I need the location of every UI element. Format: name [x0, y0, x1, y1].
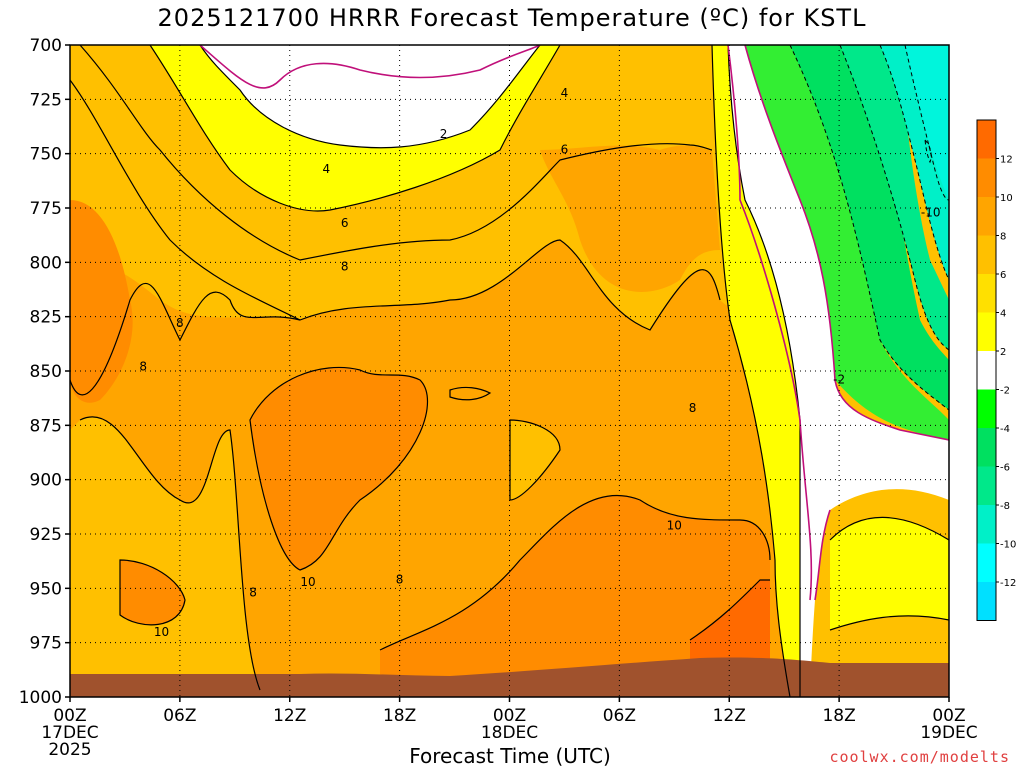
contour-label: 8	[249, 586, 257, 600]
y-tick-label: 925	[30, 525, 62, 545]
y-tick-label: 700	[30, 36, 62, 56]
colorbar-label: 2	[1000, 347, 1006, 358]
colorbar-segment	[977, 582, 996, 621]
colorbar-label: -4	[1000, 424, 1010, 435]
colorbar: 12 10 8 6 4 2 -2 -4 -6 -8 -10 -12	[976, 119, 1016, 621]
contour-label: 10	[154, 625, 169, 639]
contour-lines	[70, 45, 949, 697]
colorbar-label: 12	[1000, 155, 1013, 166]
colorbar-label: 4	[1000, 309, 1006, 320]
colorbar-label: -8	[1000, 501, 1010, 512]
colorbar-label: -6	[1000, 463, 1010, 474]
contour-label: 4	[323, 162, 331, 176]
y-tick-label: 1000	[19, 688, 62, 708]
x-tick-label: 00Z	[493, 706, 526, 726]
contour-label: -10	[921, 205, 941, 219]
x-tick-date: 19DEC	[920, 723, 977, 743]
x-tick-date: 18DEC	[481, 723, 538, 743]
y-tick-label: 775	[30, 199, 62, 219]
x-tick-label: 12Z	[713, 706, 746, 726]
colorbar-segment	[977, 428, 996, 467]
y-tick-label: 750	[30, 145, 62, 165]
x-tick-label: 12Z	[273, 706, 306, 726]
colorbar-segment	[977, 158, 996, 197]
contour-label: 6	[561, 142, 569, 156]
zero-contour	[199, 45, 949, 601]
colorbar-label: -2	[1000, 386, 1010, 397]
x-tick-label: 00Z	[932, 706, 965, 726]
colorbar-label: -12	[1000, 578, 1016, 589]
contour-label: 8	[396, 573, 404, 587]
x-tick-label: 18Z	[822, 706, 855, 726]
colorbar-label: 8	[1000, 232, 1006, 243]
contour-label: 10	[300, 575, 315, 589]
y-tick-label: 975	[30, 634, 62, 654]
x-tick-date: 17DEC	[41, 723, 98, 743]
y-tick-label: 850	[30, 362, 62, 382]
x-tick-label: 06Z	[163, 706, 196, 726]
colorbar-segment	[977, 235, 996, 274]
colorbar-segment	[977, 274, 996, 313]
y-tick-label: 950	[30, 579, 62, 599]
y-tick-label: 800	[30, 253, 62, 273]
contour-label: 8	[176, 316, 184, 330]
colorbar-segment	[977, 351, 996, 390]
contour-label: 6	[341, 216, 349, 230]
grid	[70, 45, 949, 697]
colorbar-segment	[977, 120, 996, 159]
colorbar-frame	[976, 119, 997, 621]
colorbar-label: -10	[1000, 540, 1016, 551]
colorbar-segment	[977, 505, 996, 544]
y-tick-label: 825	[30, 308, 62, 328]
y-axis: 700 725 750 775 800 825 850 875 900 925 950 975 1000	[19, 36, 70, 708]
colorbar-label: 6	[1000, 270, 1006, 281]
x-tick-label: 00Z	[53, 706, 86, 726]
contour-labels: 2 4 4 6 6 8 8 8 8 8 8 10 10 10 -2 -10	[139, 86, 940, 639]
contour-label: 8	[341, 260, 349, 274]
colorbar-segment	[977, 197, 996, 236]
x-tick-year: 2025	[48, 740, 91, 760]
contour-label: 8	[689, 401, 697, 415]
contour-label: 10	[667, 518, 682, 532]
contour-label: 4	[561, 86, 569, 100]
credit-text: coolwx.com/modelts	[829, 748, 1010, 766]
x-axis-label: Forecast Time (UTC)	[409, 744, 611, 768]
contour-label: 2	[440, 127, 448, 141]
colorbar-label: 10	[1000, 193, 1013, 204]
chart-title: 2025121700 HRRR Forecast Temperature (ºC…	[157, 4, 867, 32]
colorbar-segment	[977, 389, 996, 428]
x-tick-label: 18Z	[383, 706, 416, 726]
contour-label: -2	[833, 373, 845, 387]
y-tick-label: 900	[30, 471, 62, 491]
contour-label: 8	[139, 360, 147, 374]
colorbar-segment	[977, 312, 996, 351]
y-tick-label: 875	[30, 416, 62, 436]
y-tick-label: 725	[30, 90, 62, 110]
x-tick-label: 06Z	[603, 706, 636, 726]
colorbar-segment	[977, 543, 996, 582]
colorbar-segment	[977, 466, 996, 505]
